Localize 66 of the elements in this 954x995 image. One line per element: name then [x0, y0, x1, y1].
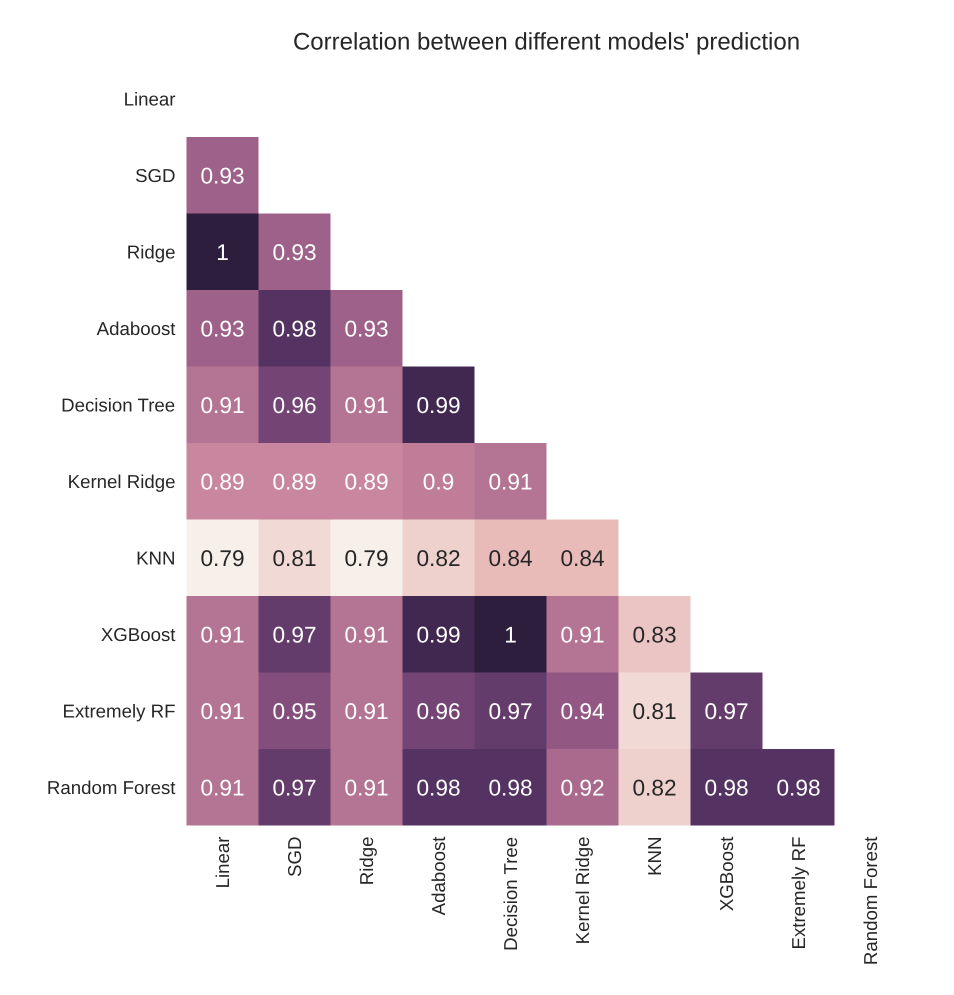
- y-tick-label: Decision Tree: [61, 394, 176, 416]
- data-label: 1: [504, 621, 517, 648]
- data-label: 0.84: [488, 544, 533, 571]
- y-tick-label: SGD: [135, 164, 176, 186]
- data-label: 0.99: [416, 621, 461, 648]
- data-label: 0.97: [488, 698, 533, 724]
- data-label: 0.96: [416, 698, 461, 724]
- data-label: 0.93: [272, 238, 317, 265]
- y-tick-label: Kernel Ridge: [68, 470, 176, 492]
- chart-title: Correlation between different models' prediction: [292, 28, 800, 56]
- x-tick-label: SGD: [284, 836, 305, 877]
- x-tick-label: Extremely RF: [788, 836, 809, 950]
- data-label: 0.89: [344, 468, 389, 494]
- data-label: 0.81: [632, 698, 677, 724]
- y-tick-label: Adaboost: [96, 318, 176, 339]
- data-label: 0.82: [632, 774, 677, 800]
- data-label: 0.91: [200, 774, 245, 800]
- data-label: 0.91: [200, 392, 245, 418]
- y-tick-label: Extremely RF: [62, 700, 176, 722]
- x-tick-label: Decision Tree: [500, 836, 521, 951]
- data-label: 0.81: [272, 544, 317, 571]
- data-label: 0.91: [344, 392, 389, 418]
- data-label: 0.84: [560, 544, 605, 571]
- x-tick-label: Linear: [212, 836, 233, 888]
- y-tick-label: Random Forest: [46, 776, 176, 798]
- data-label: 0.91: [560, 621, 605, 648]
- data-label: 0.97: [272, 774, 317, 800]
- y-tick-label: Linear: [124, 88, 176, 110]
- data-label: 0.92: [560, 774, 605, 800]
- data-label: 0.93: [200, 315, 245, 342]
- data-label: 0.79: [200, 544, 245, 571]
- data-label: 0.95: [272, 698, 317, 724]
- x-tick-label: Adaboost: [428, 836, 449, 916]
- y-tick-label: XGBoost: [100, 624, 176, 645]
- x-tick-label: Ridge: [356, 836, 377, 886]
- data-label: 0.93: [344, 315, 389, 342]
- data-label: 0.82: [416, 544, 461, 571]
- data-label: 0.9: [422, 468, 454, 494]
- data-label: 0.97: [272, 621, 317, 648]
- x-tick-label: XGBoost: [716, 836, 737, 912]
- data-label: 0.91: [200, 621, 245, 648]
- x-tick-label: Kernel Ridge: [572, 836, 593, 944]
- data-label: 0.89: [272, 468, 317, 494]
- data-label: 0.97: [704, 698, 749, 724]
- data-label: 0.94: [560, 698, 605, 724]
- data-label: 0.83: [632, 621, 677, 648]
- data-label: 0.98: [704, 774, 749, 800]
- data-label: 0.91: [344, 698, 389, 724]
- data-label: 0.91: [200, 698, 245, 724]
- data-label: 0.98: [416, 774, 461, 800]
- data-label: 0.93: [200, 162, 245, 188]
- data-label: 0.96: [272, 392, 317, 418]
- data-label: 0.91: [344, 774, 389, 800]
- data-label: 0.91: [488, 468, 533, 494]
- data-label: 0.98: [776, 774, 821, 800]
- x-tick-label: Random Forest: [860, 836, 881, 966]
- data-label: 0.91: [344, 621, 389, 648]
- data-label: 0.79: [344, 544, 389, 571]
- data-label: 0.98: [272, 315, 317, 342]
- data-label: 1: [216, 238, 229, 265]
- x-tick-label: KNN: [644, 836, 665, 876]
- y-tick-label: KNN: [136, 547, 176, 568]
- data-label: 0.89: [200, 468, 245, 494]
- y-tick-label: Ridge: [126, 241, 176, 262]
- data-label: 0.98: [488, 774, 533, 800]
- data-label: 0.99: [416, 392, 461, 418]
